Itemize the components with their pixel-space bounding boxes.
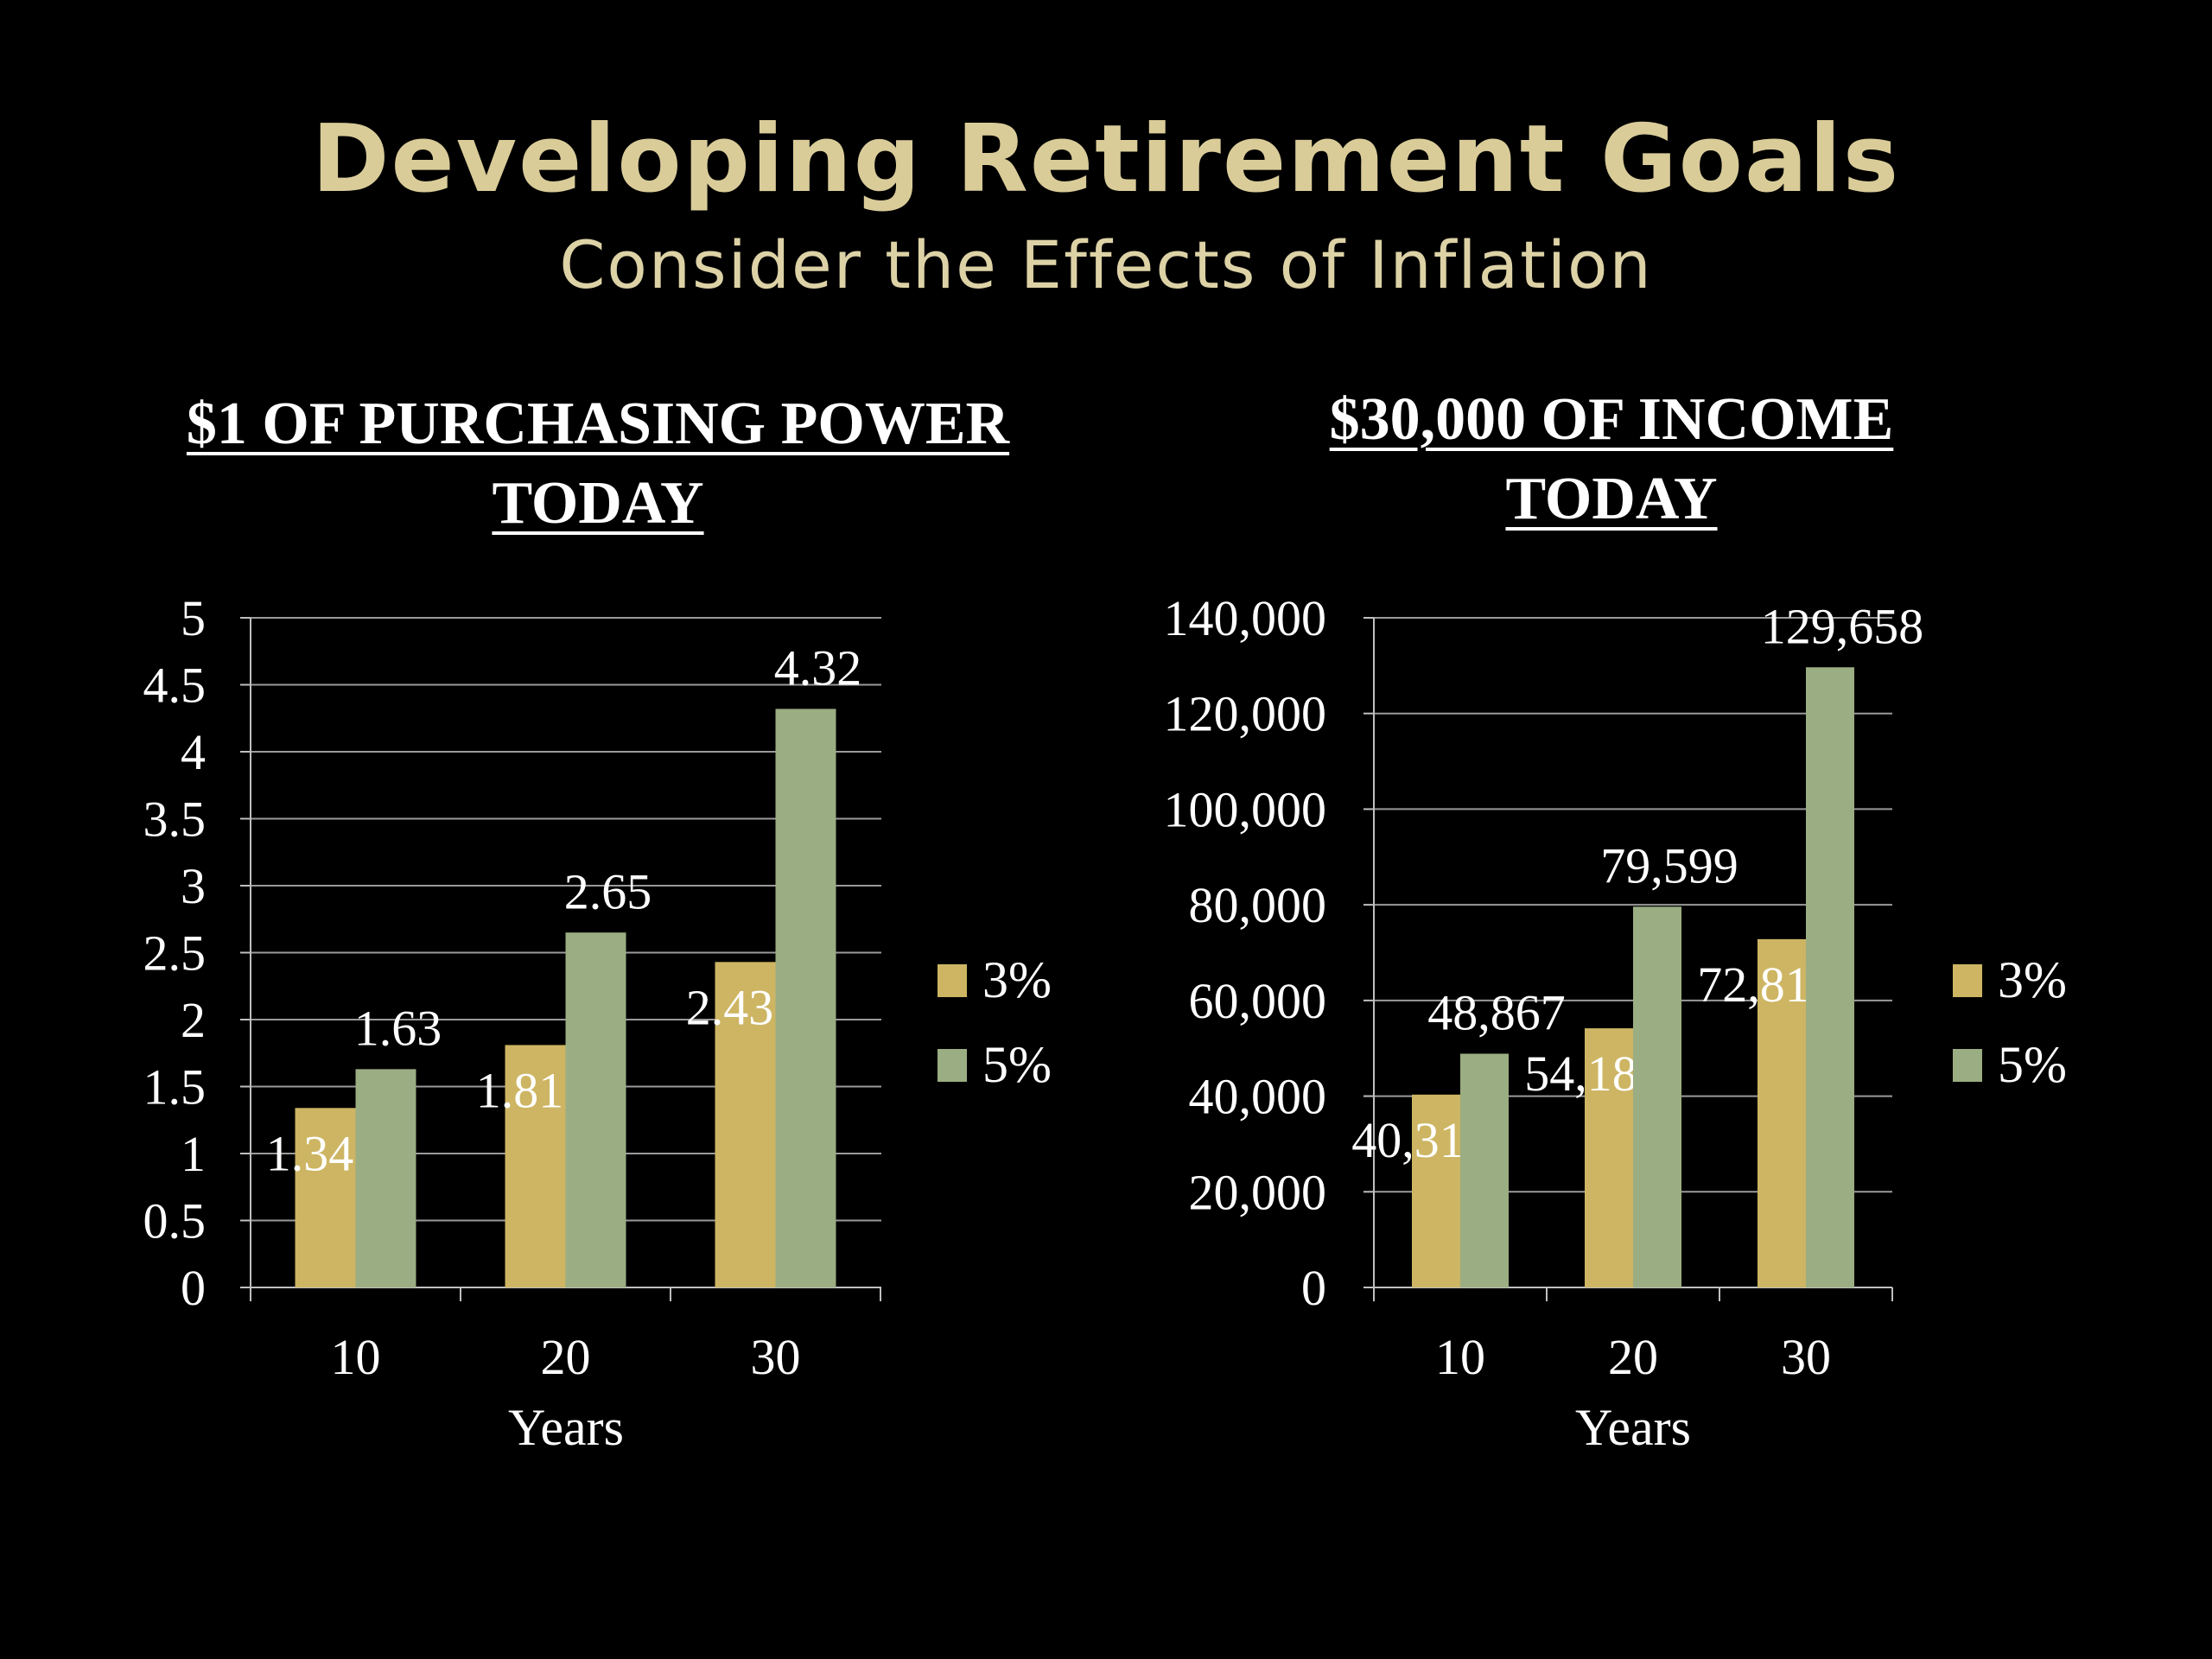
legend-label: 5%	[1998, 1036, 2067, 1093]
x-tick-label: 20	[541, 1329, 591, 1385]
legend-label: 5%	[982, 1036, 1052, 1093]
data-label: 1.81	[476, 1062, 564, 1118]
chart-2-title-line-2: TODAY	[1505, 466, 1718, 532]
bar-5pct-30	[775, 709, 836, 1287]
bar-3pct-30	[1758, 938, 1806, 1287]
x-tick-label: 10	[331, 1329, 381, 1385]
x-axis-title: Years	[508, 1399, 624, 1456]
y-tick-label: 0.5	[143, 1193, 207, 1249]
y-tick-label: 40,000	[1189, 1069, 1327, 1125]
data-label: 2.65	[564, 863, 652, 919]
chart-1-title-line-2: TODAY	[492, 470, 704, 537]
y-tick-label: 3	[181, 858, 206, 914]
y-tick-label: 0	[1301, 1260, 1326, 1316]
y-tick-label: 20,000	[1189, 1164, 1327, 1220]
bar-3pct-30	[715, 962, 776, 1287]
y-tick-label: 100,000	[1164, 781, 1327, 837]
y-tick-label: 4.5	[143, 658, 207, 714]
data-label: 4.32	[774, 639, 862, 696]
y-tick-label: 1	[181, 1126, 206, 1182]
y-tick-label: 2	[181, 992, 206, 1048]
bar-3pct-20	[1585, 1028, 1633, 1287]
y-tick-label: 5	[181, 590, 206, 646]
legend-swatch-3pct	[1953, 964, 1982, 997]
x-tick-label: 20	[1608, 1329, 1658, 1385]
x-tick-label: 30	[1781, 1329, 1831, 1385]
data-label: 1.63	[354, 1000, 442, 1056]
bar-5pct-20	[1633, 906, 1681, 1287]
y-tick-label: 3.5	[143, 791, 207, 848]
bar-5pct-10	[355, 1069, 416, 1287]
legend-swatch-3pct	[938, 964, 967, 997]
y-tick-label: 60,000	[1189, 973, 1327, 1029]
data-label: 2.43	[686, 979, 774, 1035]
legend-label: 3%	[982, 951, 1052, 1008]
bar-5pct-10	[1460, 1053, 1509, 1287]
chart-2-title-line-1: $30,000 OF INCOME	[1329, 386, 1894, 453]
bar-3pct-10	[1412, 1094, 1460, 1287]
bar-5pct-20	[565, 932, 626, 1287]
chart-1-title: $1 OF PURCHASING POWER TODAY	[123, 385, 1073, 543]
y-tick-label: 140,000	[1164, 590, 1327, 646]
slide-title: Developing Retirement Goals	[311, 105, 1901, 213]
slide-subtitle: Consider the Effects of Inflation	[559, 226, 1653, 303]
data-label: 1.34	[266, 1125, 354, 1181]
y-tick-label: 0	[181, 1260, 206, 1316]
y-tick-label: 4	[181, 724, 206, 780]
x-tick-label: 30	[751, 1329, 801, 1385]
bar-5pct-30	[1806, 667, 1854, 1287]
legend-swatch-5pct	[938, 1049, 967, 1082]
y-tick-label: 80,000	[1189, 877, 1327, 933]
y-tick-label: 120,000	[1164, 686, 1327, 742]
data-label: 48,867	[1427, 984, 1566, 1040]
bar-3pct-20	[505, 1045, 566, 1287]
chart-2-title: $30,000 OF INCOME TODAY	[1136, 380, 2087, 539]
x-axis-title: Years	[1575, 1399, 1691, 1456]
legend-label: 3%	[1998, 951, 2067, 1008]
x-tick-label: 10	[1435, 1329, 1485, 1385]
y-tick-label: 1.5	[143, 1059, 207, 1116]
data-label: 79,599	[1600, 837, 1738, 893]
y-tick-label: 2.5	[143, 925, 207, 982]
chart-1-title-line-1: $1 OF PURCHASING POWER	[186, 391, 1010, 457]
legend-swatch-5pct	[1953, 1049, 1982, 1082]
data-label: 129,658	[1761, 598, 1924, 654]
bar-3pct-10	[295, 1108, 356, 1287]
